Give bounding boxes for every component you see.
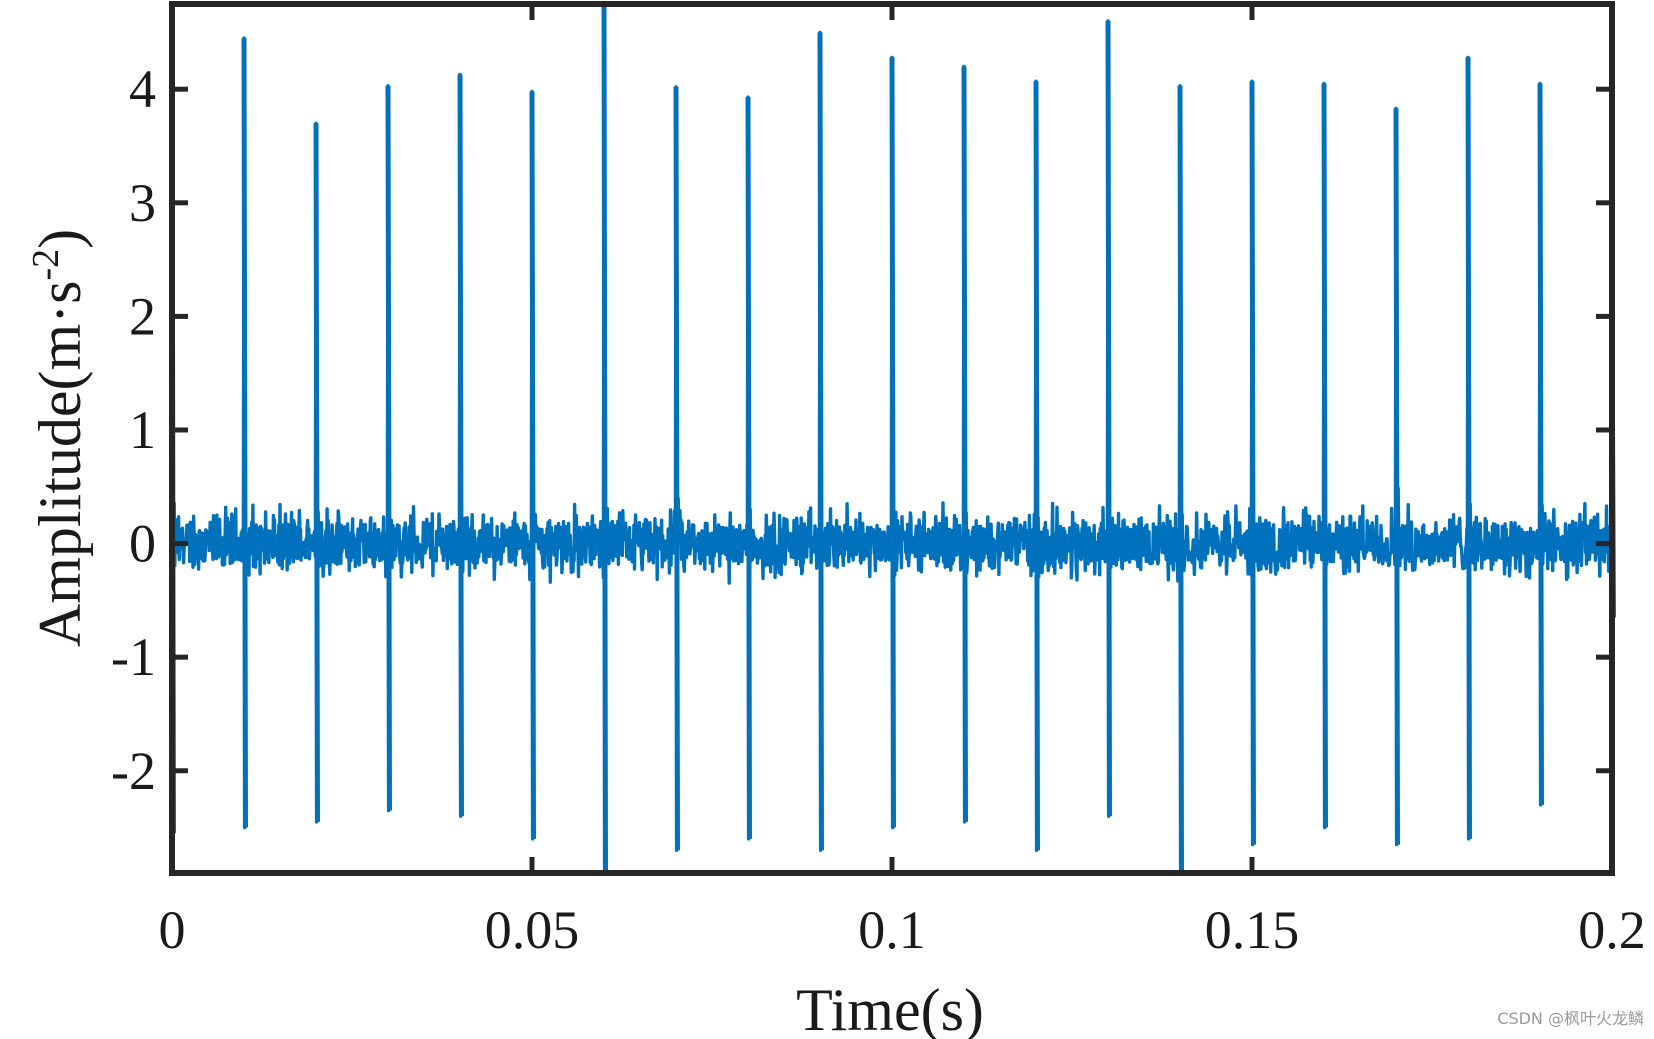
y-tick-label-3: 1 — [129, 400, 156, 460]
impulse-15 — [1249, 81, 1256, 845]
x-tick-label-2: 0.1 — [858, 900, 926, 960]
impulse-4 — [457, 74, 464, 817]
y-axis-label-main: Amplitude(m·s — [27, 281, 93, 648]
impulse-18 — [1465, 57, 1472, 839]
impulse-19 — [1537, 83, 1544, 805]
impulse-8 — [745, 97, 752, 839]
x-tick-label-1: 0.05 — [485, 900, 580, 960]
y-tick-label-5: 3 — [129, 173, 156, 233]
signal-series — [169, 2, 1616, 875]
impulse-2 — [313, 123, 320, 822]
y-tick-labels: -2 -1 0 1 2 3 4 — [111, 59, 156, 801]
impulse-7 — [673, 86, 680, 851]
impulse-5 — [529, 91, 536, 839]
impulse-13 — [1105, 21, 1112, 817]
y-tick-label-4: 2 — [129, 286, 156, 346]
x-tick-label-4: 0.2 — [1578, 900, 1646, 960]
y-tick-label-6: 4 — [129, 59, 156, 119]
impulse-1 — [241, 38, 248, 828]
y-axis-label-close: ) — [27, 229, 93, 249]
impulse-14 — [1177, 85, 1184, 874]
x-tick-label-3: 0.15 — [1205, 900, 1300, 960]
impulse-11 — [961, 66, 968, 822]
x-tick-labels: 0 0.05 0.1 0.15 0.2 — [159, 900, 1646, 960]
y-tick-label-0: -2 — [111, 741, 156, 801]
y-tick-label-2: 0 — [129, 514, 156, 574]
x-axis-label: Time(s) — [796, 977, 984, 1039]
impulse-6 — [601, 3, 608, 874]
impulse-17 — [1393, 108, 1400, 845]
x-tick-label-0: 0 — [159, 900, 186, 960]
impulse-12 — [1033, 81, 1040, 851]
y-axis-label-exponent: -2 — [25, 249, 67, 281]
impulse-9 — [817, 32, 824, 851]
y-tick-label-1: -1 — [111, 627, 156, 687]
watermark: CSDN @枫叶火龙鳞 — [1497, 1009, 1644, 1028]
impulse-10 — [889, 57, 896, 828]
plot-frame — [169, 1, 1615, 876]
impulse-16 — [1321, 83, 1328, 828]
y-axis-label: Amplitude(m·s-2) — [25, 229, 93, 647]
impulse-3 — [385, 85, 392, 811]
